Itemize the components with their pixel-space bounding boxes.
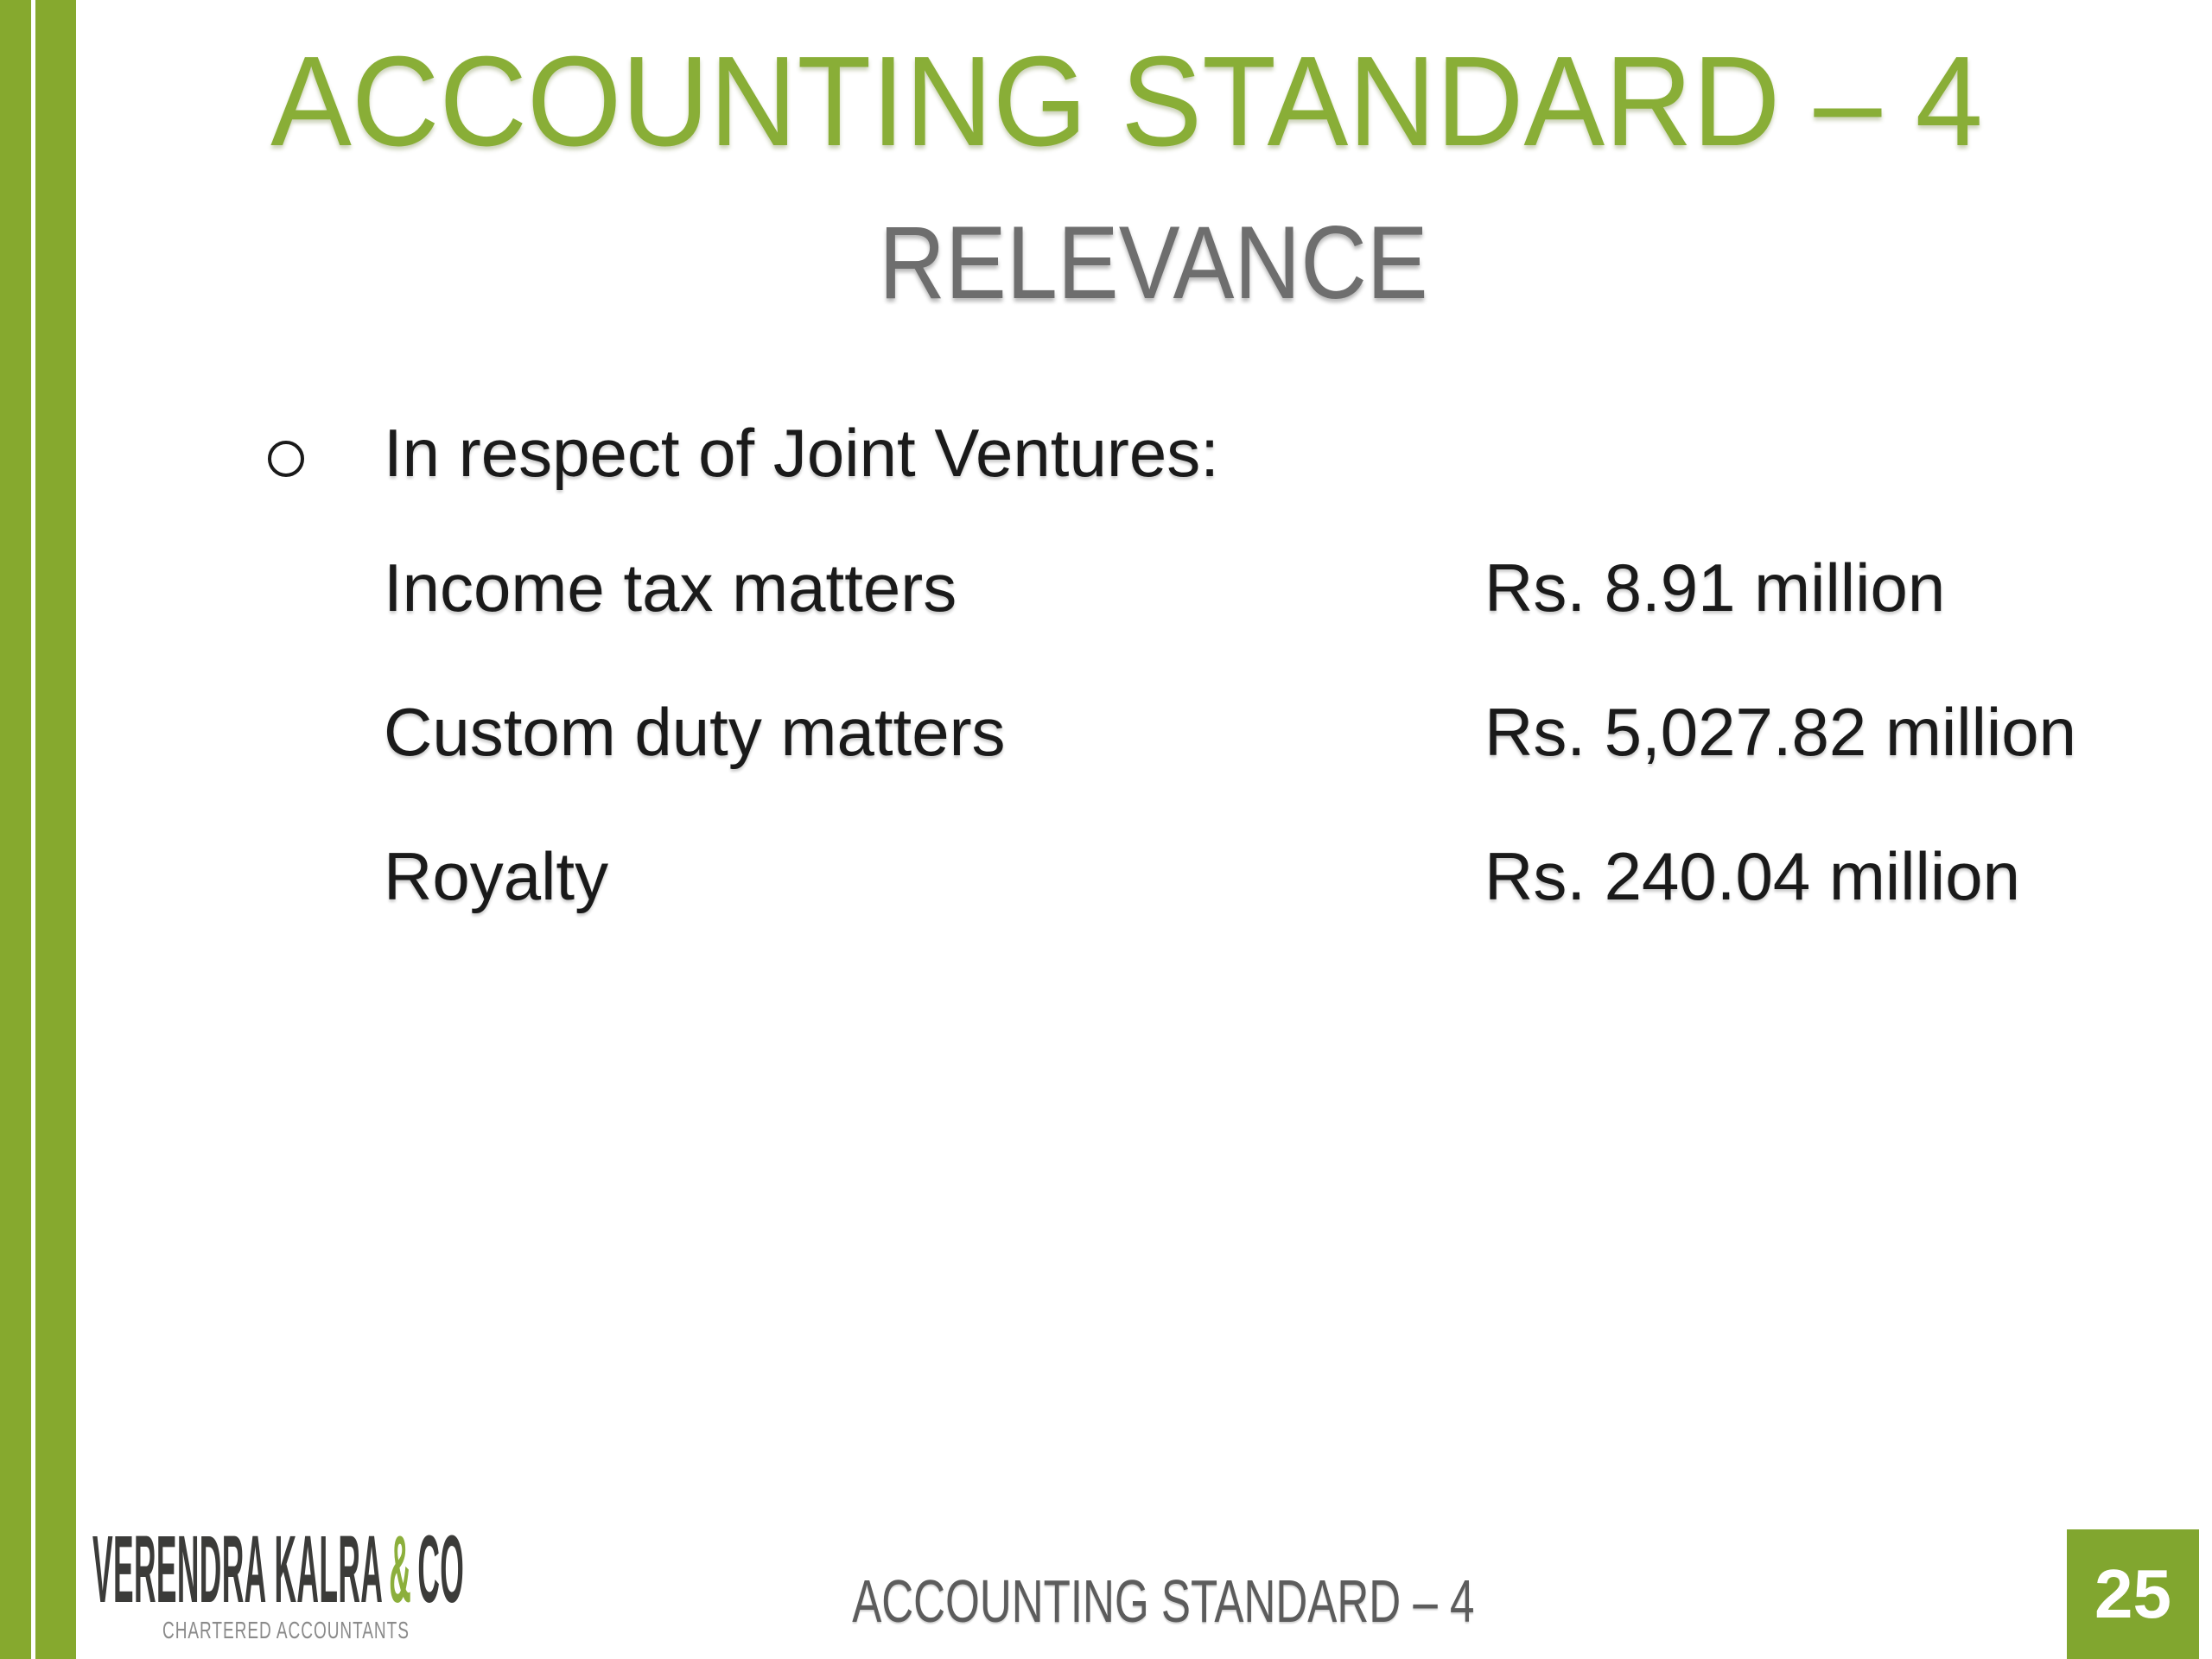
- page-number: 25: [2094, 1555, 2171, 1632]
- item-value-royalty: Rs. 240.04 million: [1484, 838, 2020, 914]
- slide-title-text: ACCOUNTING STANDARD – 4: [270, 30, 1983, 173]
- item-label-income-tax: Income tax matters: [384, 550, 957, 626]
- item-label-royalty: Royalty: [384, 838, 609, 914]
- slide-subtitle-text: RELEVANCE: [879, 205, 1428, 321]
- logo-name-text: VERENDRA KALRA: [92, 1516, 384, 1623]
- logo-ampersand: &: [389, 1516, 412, 1623]
- footer-slide-title-text: ACCOUNTING STANDARD – 4: [851, 1567, 1475, 1635]
- left-accent-bar-outer: [0, 0, 31, 1659]
- item-value-income-tax: Rs. 8.91 million: [1484, 550, 1946, 626]
- logo-tagline: CHARTERED ACCOUNTANTS: [162, 1617, 410, 1643]
- footer-slide-title: ACCOUNTING STANDARD – 4: [57, 1571, 2212, 1631]
- page-number-badge: 25: [2067, 1529, 2199, 1659]
- item-label-custom-duty: Custom duty matters: [384, 694, 1006, 770]
- item-value-custom-duty: Rs. 5,027.82 million: [1484, 694, 2077, 770]
- bullet-circle-icon: [268, 441, 304, 477]
- slide-title: ACCOUNTING STANDARD – 4: [21, 38, 2212, 166]
- logo: VERENDRA KALRA&CO: [92, 1522, 464, 1618]
- left-accent-bar-inner: [35, 0, 76, 1659]
- logo-suffix-text: CO: [417, 1516, 465, 1623]
- bullet-text: In respect of Joint Ventures:: [384, 415, 1219, 491]
- slide-subtitle: RELEVANCE: [48, 211, 2212, 315]
